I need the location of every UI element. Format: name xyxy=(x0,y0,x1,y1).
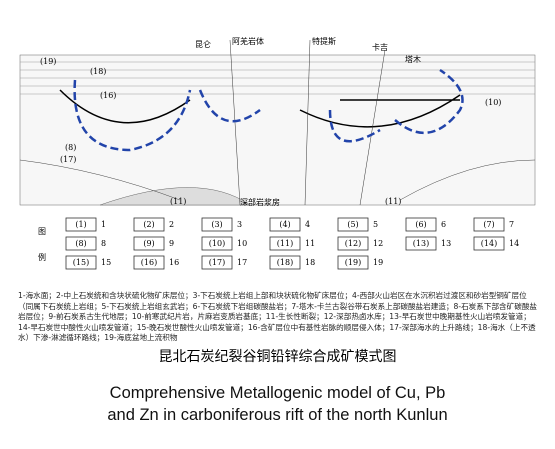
legend-code: (4) xyxy=(279,220,290,229)
legend-number: 1 xyxy=(101,220,106,229)
legend-number: 4 xyxy=(305,220,310,229)
diagram-label: (11) xyxy=(170,197,186,206)
legend-number: 19 xyxy=(373,258,383,267)
legend-code: (7) xyxy=(483,220,494,229)
legend-box xyxy=(269,255,301,270)
legend-box xyxy=(337,255,369,270)
legend-number: 17 xyxy=(237,258,247,267)
legend-code: (18) xyxy=(277,258,293,267)
legend-title: 例 xyxy=(38,252,46,262)
legend-number: 18 xyxy=(305,258,315,267)
legend-number: 12 xyxy=(373,239,383,248)
legend-number: 14 xyxy=(509,239,519,248)
legend-number: 15 xyxy=(101,258,111,267)
title-en: and Zn in carboniferous rift of the nort… xyxy=(107,406,448,424)
legend-box xyxy=(65,217,97,232)
legend-box xyxy=(269,217,301,232)
legend-code: (1) xyxy=(75,220,86,229)
legend-number: 8 xyxy=(101,239,106,248)
legend-box xyxy=(133,255,165,270)
title-en: Comprehensive Metallogenic model of Cu, … xyxy=(109,384,446,402)
diagram-label: (16) xyxy=(100,91,116,100)
top-label: 阿羌岩体 xyxy=(232,36,264,46)
legend-code: (5) xyxy=(347,220,358,229)
diagram-label: (10) xyxy=(485,98,501,107)
legend-code: (8) xyxy=(75,239,86,248)
legend-box xyxy=(133,236,165,251)
legend-code: (10) xyxy=(209,239,225,248)
legend-box xyxy=(65,255,97,270)
legend-number: 3 xyxy=(237,220,242,229)
strata xyxy=(19,39,536,206)
legend-number: 5 xyxy=(373,220,378,229)
title-zh: 昆北石炭纪裂谷铜铅锌综合成矿模式图 xyxy=(158,349,397,365)
flow-arrows xyxy=(73,68,464,152)
diagram-label: 深部岩浆房 xyxy=(240,197,280,207)
top-label: 昆仑 xyxy=(195,39,211,49)
legend-box xyxy=(269,236,301,251)
legend-code: (17) xyxy=(209,258,225,267)
legend-code: (9) xyxy=(143,239,154,248)
legend-number: 6 xyxy=(441,220,446,229)
legend-number: 10 xyxy=(237,239,247,248)
top-label: 特提斯 xyxy=(312,36,336,46)
legend-box xyxy=(201,255,233,270)
legend-code: (11) xyxy=(277,239,293,248)
legend-code: (15) xyxy=(73,258,89,267)
legend-box xyxy=(473,217,505,232)
legend-code: (2) xyxy=(143,220,154,229)
top-label: 卡吉 xyxy=(372,42,388,52)
legend-box xyxy=(405,217,437,232)
legend-code: (3) xyxy=(211,220,222,229)
legend-box xyxy=(133,217,165,232)
legend-box xyxy=(65,236,97,251)
legend-code: (14) xyxy=(481,239,497,248)
legend-number: 16 xyxy=(169,258,179,267)
diagram-label: (8) xyxy=(65,143,76,152)
legend-code: (19) xyxy=(345,258,361,267)
diagram-label: (19) xyxy=(40,57,56,66)
top-label: 塔木 xyxy=(405,54,421,64)
legend-box xyxy=(405,236,437,251)
caption: 1-海水面；2-中上石炭统和含块状硫化物矿床层位；3-下石炭统上岩组上部和块状硫… xyxy=(18,291,538,342)
legend-number: 13 xyxy=(441,239,451,248)
legend-number: 9 xyxy=(169,239,174,248)
legend-title: 图 xyxy=(38,227,46,236)
legend-box xyxy=(337,217,369,232)
legend-box xyxy=(337,236,369,251)
legend-number: 7 xyxy=(509,220,514,229)
legend-box xyxy=(473,236,505,251)
legend-box xyxy=(201,217,233,232)
diagram: (19) (18) (16) (8) (17) (11) (10) (11) 深部岩浆房 昆仑 阿羌… xyxy=(19,36,536,270)
legend-number: 2 xyxy=(169,220,174,229)
diagram-label: (18) xyxy=(90,67,106,76)
diagram-label: (17) xyxy=(60,155,76,164)
legend-box xyxy=(201,236,233,251)
legend-code: (12) xyxy=(345,239,361,248)
diagram-label: (11) xyxy=(385,197,401,206)
legend-code: (6) xyxy=(415,220,426,229)
legend-code: (16) xyxy=(141,258,157,267)
legend-number: 11 xyxy=(305,239,315,248)
legend-code: (13) xyxy=(413,239,429,248)
